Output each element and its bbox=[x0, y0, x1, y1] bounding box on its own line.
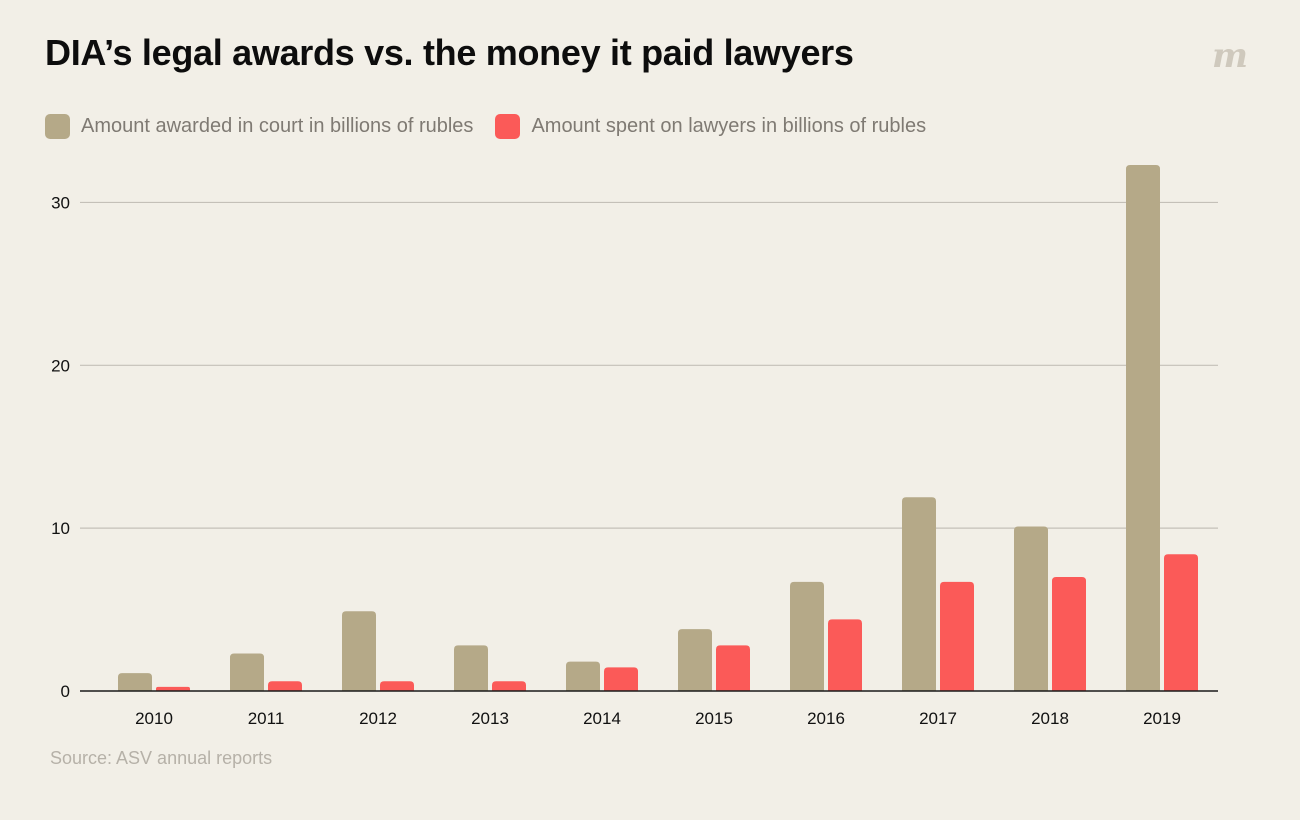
bar-lawyers-2017 bbox=[940, 581, 974, 691]
bar-awarded-2017 bbox=[902, 497, 936, 691]
bar-lawyers-2010 bbox=[156, 686, 190, 691]
bar-lawyers-2011 bbox=[268, 681, 302, 691]
y-tick-label-10: 10 bbox=[51, 519, 70, 538]
bar-awarded-2016 bbox=[790, 581, 824, 691]
legend-item-awarded: Amount awarded in court in billions of r… bbox=[45, 114, 473, 139]
bar-awarded-2014 bbox=[566, 661, 600, 691]
x-tick-label-2019: 2019 bbox=[1143, 709, 1181, 728]
legend-label-awarded: Amount awarded in court in billions of r… bbox=[81, 115, 474, 137]
legend-item-lawyers: Amount spent on lawyers in billions of r… bbox=[495, 114, 926, 139]
bar-awarded-2013 bbox=[454, 645, 488, 691]
bar-lawyers-2016 bbox=[828, 619, 862, 691]
legend-label-lawyers: Amount spent on lawyers in billions of r… bbox=[531, 115, 927, 137]
x-tick-label-2015: 2015 bbox=[695, 709, 733, 728]
svg-text:m: m bbox=[1212, 38, 1248, 74]
x-tick-label-2018: 2018 bbox=[1031, 709, 1069, 728]
y-tick-label-30: 30 bbox=[51, 193, 70, 212]
bar-lawyers-2018 bbox=[1052, 577, 1086, 691]
x-tick-label-2011: 2011 bbox=[248, 709, 285, 728]
bar-lawyers-2019 bbox=[1164, 554, 1198, 691]
x-tick-label-2014: 2014 bbox=[583, 709, 621, 728]
legend-swatch-lawyers bbox=[495, 114, 521, 139]
bar-lawyers-2013 bbox=[492, 681, 526, 691]
x-tick-label-2012: 2012 bbox=[359, 709, 397, 728]
bar-awarded-2011 bbox=[230, 653, 264, 691]
bar-lawyers-2014 bbox=[604, 667, 638, 691]
legend: Amount awarded in court in billions of r… bbox=[45, 114, 948, 139]
bar-awarded-2010 bbox=[118, 673, 152, 691]
x-tick-label-2016: 2016 bbox=[807, 709, 845, 728]
legend-swatch-awarded bbox=[45, 114, 70, 139]
bar-awarded-2018 bbox=[1014, 526, 1048, 691]
bar-lawyers-2015 bbox=[716, 645, 750, 691]
x-tick-label-2013: 2013 bbox=[471, 709, 509, 728]
y-tick-label-20: 20 bbox=[51, 356, 70, 375]
chart-title: DIA’s legal awards vs. the money it paid… bbox=[45, 32, 854, 73]
bar-lawyers-2012 bbox=[380, 681, 414, 691]
bar-awarded-2012 bbox=[342, 611, 376, 691]
y-tick-label-0: 0 bbox=[61, 682, 70, 701]
source-note: Source: ASV annual reports bbox=[50, 748, 273, 768]
x-tick-label-2010: 2010 bbox=[135, 709, 173, 728]
bar-awarded-2015 bbox=[678, 629, 712, 691]
meduza-logo-icon: m bbox=[1212, 38, 1248, 74]
bar-awarded-2019 bbox=[1126, 165, 1160, 691]
x-tick-label-2017: 2017 bbox=[919, 709, 957, 728]
